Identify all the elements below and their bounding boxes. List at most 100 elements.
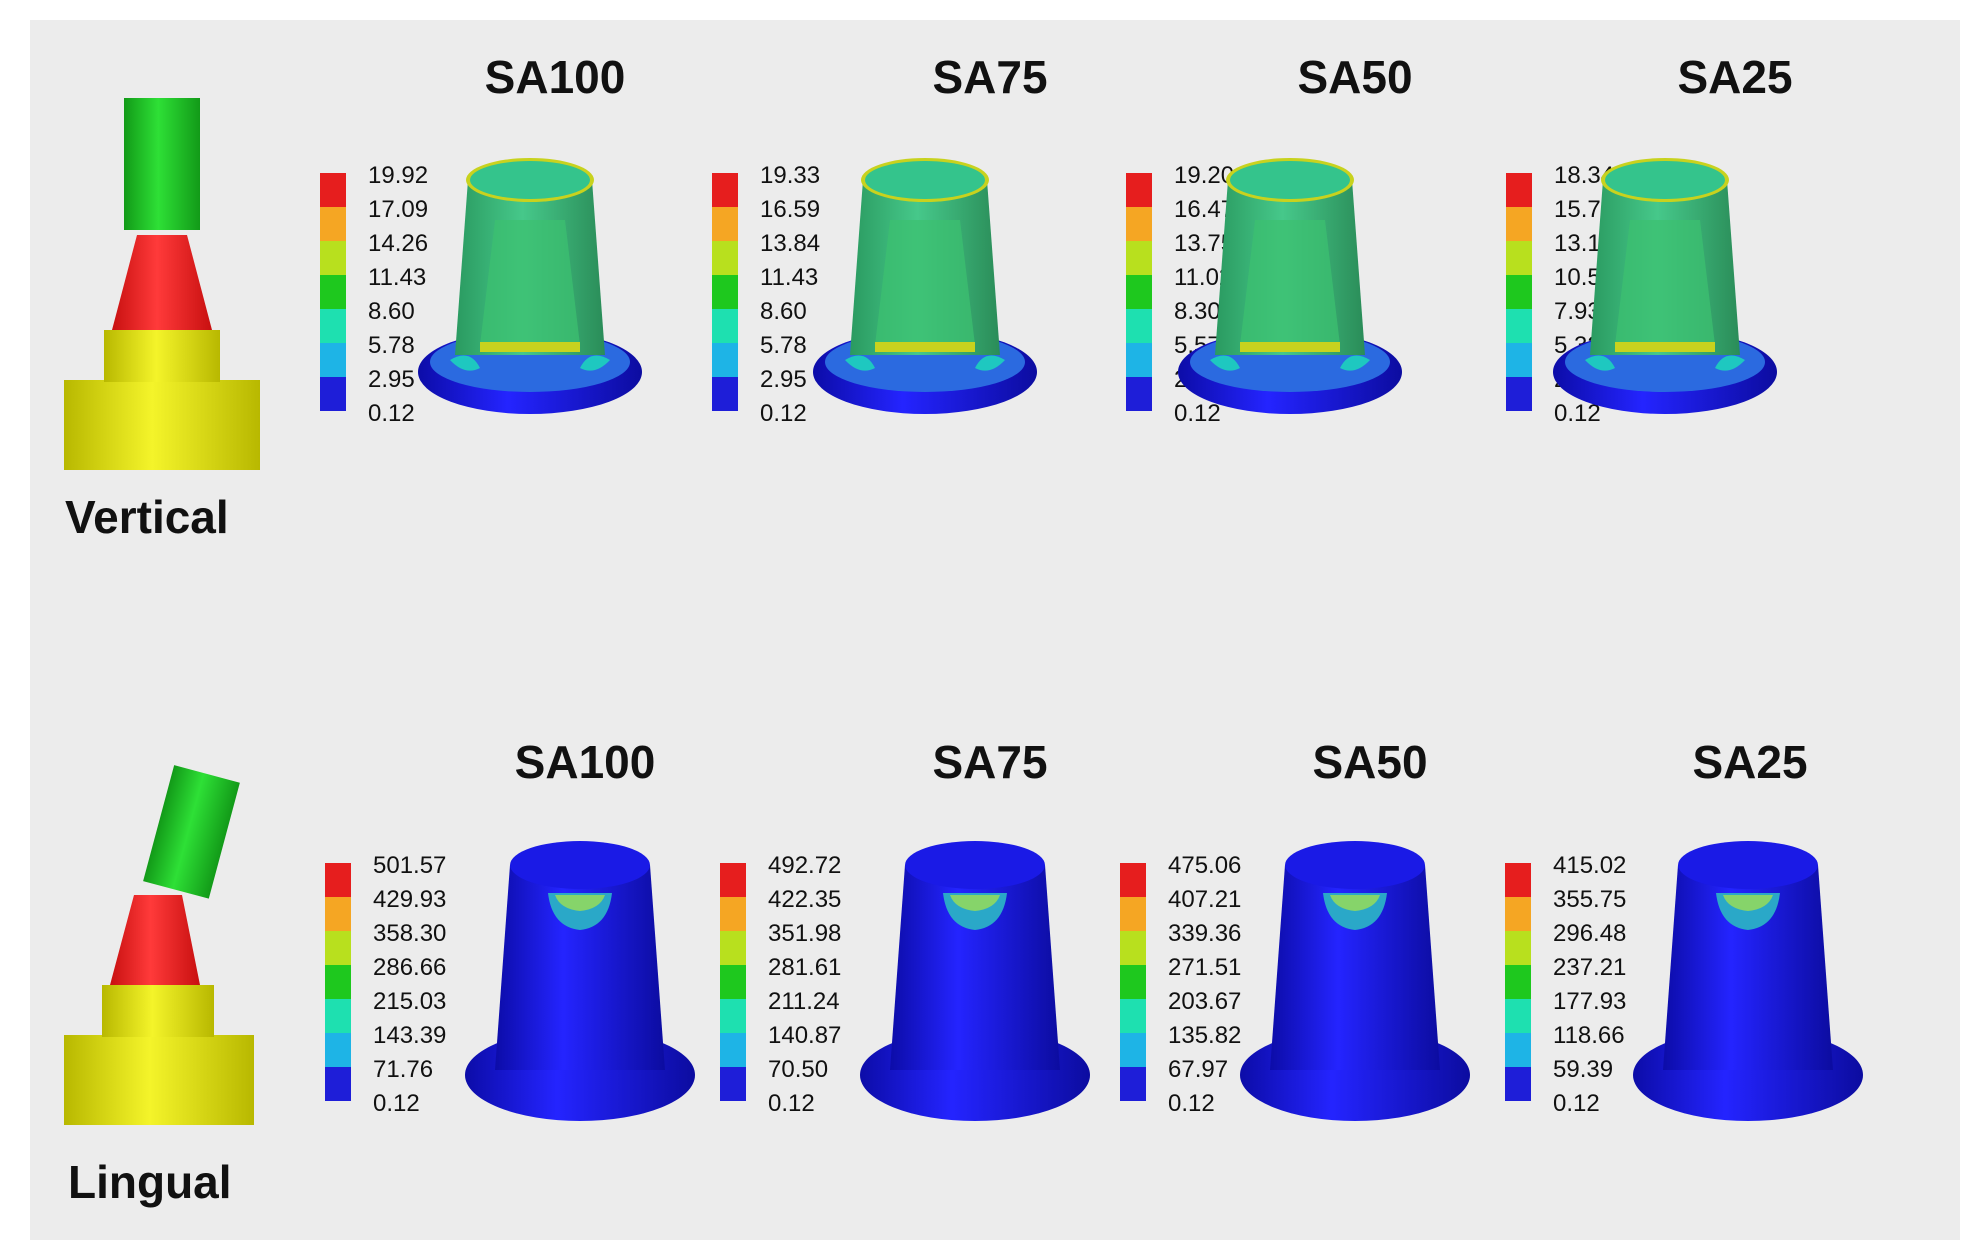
implant-collar	[104, 330, 220, 382]
legend-swatch	[720, 1067, 746, 1101]
legend-swatch	[1505, 999, 1531, 1033]
contour-patch	[1210, 355, 1240, 371]
contour-patch	[1585, 355, 1615, 371]
legend-swatch	[712, 207, 738, 241]
top-face	[1605, 161, 1725, 199]
legend-value: 0.12	[1168, 1090, 1215, 1117]
legend-swatch	[712, 343, 738, 377]
legend-swatch	[712, 275, 738, 309]
legend-swatch	[1120, 931, 1146, 965]
contour-rim	[1615, 342, 1715, 352]
implant-collar	[102, 985, 214, 1037]
legend-value: 281.61	[768, 954, 842, 981]
implant-base	[64, 380, 260, 470]
stress-model	[813, 158, 1037, 414]
legend-swatch	[1126, 343, 1152, 377]
stress-model	[465, 841, 695, 1121]
legend-swatch	[1126, 275, 1152, 309]
legend-swatch	[320, 275, 346, 309]
legend-value: 0.12	[768, 1090, 815, 1117]
legend-swatch	[1120, 999, 1146, 1033]
top-face	[1285, 841, 1425, 889]
legend-value: 8.30	[1174, 298, 1221, 325]
stress-model	[1633, 841, 1863, 1121]
panel-title: SA50	[1312, 736, 1428, 788]
legend-swatch	[1505, 1033, 1531, 1067]
legend-swatch	[1505, 965, 1531, 999]
legend-value: 0.12	[373, 1090, 420, 1117]
legend-value: 422.35	[768, 886, 842, 913]
legend-swatch	[325, 931, 351, 965]
panel-title: SA50	[1297, 51, 1413, 103]
contour-patch	[450, 355, 480, 371]
legend-swatch	[1506, 173, 1532, 207]
contour-patch	[555, 895, 605, 911]
panel-title: SA100	[484, 51, 626, 103]
legend-value: 67.97	[1168, 1056, 1229, 1083]
panel-title: SA100	[514, 736, 656, 788]
legend-swatch	[1506, 275, 1532, 309]
legend-swatch	[1126, 309, 1152, 343]
abutment-body	[890, 865, 1060, 1070]
legend-value: 492.72	[768, 852, 842, 879]
panel-title: SA25	[1677, 51, 1793, 103]
legend-value: 358.30	[373, 920, 447, 947]
legend-value: 296.48	[1553, 920, 1627, 947]
legend-value: 351.98	[768, 920, 842, 947]
legend-value: 59.39	[1553, 1056, 1614, 1083]
legend-swatch	[720, 863, 746, 897]
legend-value: 11.43	[760, 264, 819, 291]
legend-swatch	[1506, 309, 1532, 343]
legend-swatch	[320, 343, 346, 377]
legend-value: 211.24	[768, 988, 840, 1015]
legend-value: 0.12	[1174, 400, 1221, 427]
legend-swatch	[1505, 1067, 1531, 1101]
abutment-body	[1663, 865, 1833, 1070]
legend-value: 501.57	[373, 852, 447, 879]
legend-swatch	[1126, 173, 1152, 207]
panel-title: SA75	[932, 51, 1048, 103]
legend-value: 118.66	[1553, 1022, 1625, 1049]
legend-swatch	[712, 377, 738, 411]
legend-swatch	[325, 1067, 351, 1101]
legend-swatch	[325, 863, 351, 897]
contour-patch	[580, 355, 610, 371]
legend-swatch	[712, 309, 738, 343]
legend-value: 0.12	[760, 400, 807, 427]
legend-swatch	[1120, 897, 1146, 931]
legend-swatch	[1120, 965, 1146, 999]
legend-swatch	[1506, 343, 1532, 377]
legend-value: 5.78	[368, 332, 415, 359]
legend-swatch	[720, 931, 746, 965]
legend-value: 203.67	[1168, 988, 1242, 1015]
legend-swatch	[325, 897, 351, 931]
legend-swatch	[720, 1033, 746, 1067]
implant-base	[64, 1035, 254, 1125]
legend-value: 8.60	[760, 298, 807, 325]
contour-patch	[1330, 895, 1380, 911]
panel-title: SA25	[1692, 736, 1808, 788]
legend-swatch	[1120, 1067, 1146, 1101]
legend-value: 0.12	[1554, 400, 1601, 427]
legend-swatch	[1120, 863, 1146, 897]
abutment	[110, 895, 200, 985]
legend-swatch	[1506, 207, 1532, 241]
legend-swatch	[1505, 863, 1531, 897]
contour-rim	[1240, 342, 1340, 352]
legend-value: 70.50	[768, 1056, 829, 1083]
legend-value: 215.03	[373, 988, 447, 1015]
contour-patch	[1340, 355, 1370, 371]
legend-swatch	[720, 897, 746, 931]
legend-value: 407.21	[1168, 886, 1242, 913]
abutment	[112, 235, 212, 330]
legend-value: 14.26	[368, 230, 429, 257]
legend-value: 286.66	[373, 954, 447, 981]
contour-rim	[480, 342, 580, 352]
legend-value: 2.95	[760, 366, 807, 393]
loading-schematic-vertical	[64, 98, 260, 470]
top-face	[865, 161, 985, 199]
legend-value: 16.59	[760, 196, 821, 223]
legend-swatch	[720, 999, 746, 1033]
contour-patch	[1723, 895, 1773, 911]
